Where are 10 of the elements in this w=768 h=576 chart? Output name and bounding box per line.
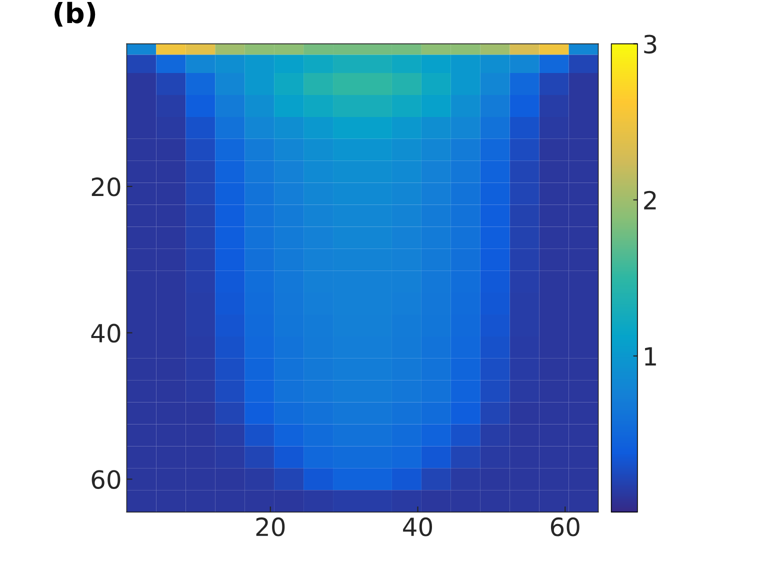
color-bar-label: 2 <box>644 190 656 210</box>
chart-title: (b) <box>54 2 96 27</box>
color-bar-label: 3 <box>644 34 656 54</box>
x-tick-label: 20 <box>256 517 285 536</box>
x-tick-label: 40 <box>403 517 432 536</box>
y-tick-label: 20 <box>92 177 120 196</box>
y-tick-label: 60 <box>92 470 120 489</box>
x-tick-label: 60 <box>550 517 580 536</box>
y-tick-label: 40 <box>91 324 120 343</box>
color-bar-label: 1 <box>645 347 656 366</box>
